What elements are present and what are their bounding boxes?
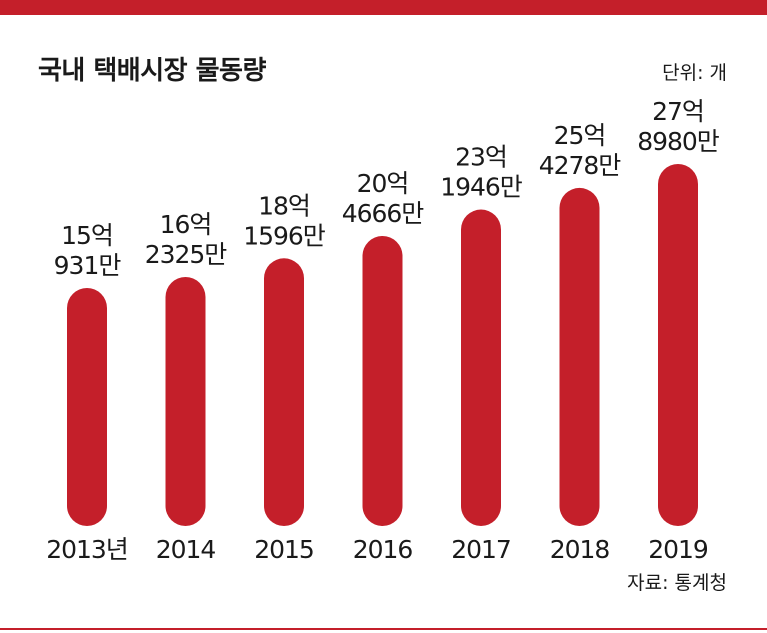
value-label-5-1: 4278만 bbox=[539, 151, 622, 180]
bottom-rule bbox=[0, 628, 767, 630]
bar-4 bbox=[461, 209, 501, 526]
value-label-3-1: 4666만 bbox=[342, 199, 425, 228]
bar-1 bbox=[165, 276, 206, 526]
bar-6 bbox=[658, 164, 698, 526]
bar-5 bbox=[559, 187, 600, 526]
value-label-1-1: 2325만 bbox=[145, 240, 228, 269]
category-label-5: 2018 bbox=[550, 535, 610, 564]
value-label-2-1: 1596만 bbox=[243, 221, 326, 250]
value-label-4-0: 23억 bbox=[455, 143, 507, 172]
category-label-6: 2019 bbox=[648, 535, 708, 564]
value-label-0-1: 931만 bbox=[54, 251, 122, 280]
category-label-1: 2014 bbox=[156, 535, 216, 564]
value-label-0-0: 15억 bbox=[61, 221, 113, 250]
value-label-6-1: 8980만 bbox=[637, 127, 720, 156]
bar-0 bbox=[67, 288, 107, 526]
value-label-3-0: 20억 bbox=[357, 169, 409, 198]
top-accent-band bbox=[0, 0, 767, 15]
value-label-2-0: 18억 bbox=[258, 191, 310, 220]
value-label-5-0: 25억 bbox=[554, 121, 606, 150]
category-label-2: 2015 bbox=[254, 535, 314, 564]
category-label-0: 2013년 bbox=[46, 535, 128, 564]
category-label-3: 2016 bbox=[353, 535, 413, 564]
value-label-4-1: 1946만 bbox=[440, 173, 523, 202]
bar-2 bbox=[264, 258, 304, 526]
source-label: 자료: 통계청 bbox=[627, 572, 727, 594]
unit-label: 단위: 개 bbox=[662, 62, 727, 84]
category-label-4: 2017 bbox=[451, 535, 511, 564]
value-label-6-0: 27억 bbox=[652, 97, 704, 126]
bar-3 bbox=[362, 235, 403, 526]
chart-title: 국내 택배시장 물동량 bbox=[38, 56, 266, 86]
value-label-1-0: 16억 bbox=[160, 210, 212, 239]
